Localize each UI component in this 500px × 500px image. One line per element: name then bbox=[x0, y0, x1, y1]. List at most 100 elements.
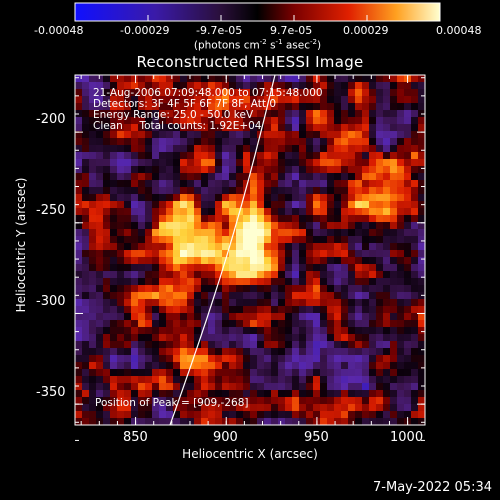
heatmap-pixel bbox=[201, 369, 209, 377]
heatmap-pixel bbox=[411, 334, 419, 342]
heatmap-pixel bbox=[222, 383, 230, 391]
heatmap-pixel bbox=[264, 278, 272, 286]
heatmap-pixel bbox=[327, 369, 335, 377]
heatmap-pixel bbox=[299, 124, 307, 132]
heatmap-pixel bbox=[243, 271, 251, 279]
heatmap-pixel bbox=[264, 292, 272, 300]
heatmap-pixel bbox=[292, 110, 300, 118]
heatmap-pixel bbox=[215, 369, 223, 377]
heatmap-pixel bbox=[376, 159, 384, 167]
heatmap-pixel bbox=[334, 348, 342, 356]
heatmap-pixel bbox=[159, 180, 167, 188]
heatmap-pixel bbox=[313, 313, 321, 321]
heatmap-pixel bbox=[369, 397, 377, 405]
heatmap-pixel bbox=[257, 187, 265, 195]
heatmap-pixel bbox=[215, 383, 223, 391]
heatmap-pixel bbox=[103, 404, 111, 412]
heatmap-pixel bbox=[180, 320, 188, 328]
heatmap-pixel bbox=[299, 306, 307, 314]
heatmap-pixel bbox=[313, 89, 321, 97]
heatmap-pixel bbox=[411, 418, 419, 425]
heatmap-pixel bbox=[250, 320, 258, 328]
heatmap-pixel bbox=[75, 236, 83, 244]
heatmap-pixel bbox=[334, 96, 342, 104]
heatmap-pixel bbox=[145, 334, 153, 342]
heatmap-pixel bbox=[383, 236, 391, 244]
heatmap-pixel bbox=[334, 390, 342, 398]
heatmap-pixel bbox=[96, 278, 104, 286]
heatmap-pixel bbox=[411, 299, 419, 307]
heatmap-pixel bbox=[418, 250, 425, 258]
heatmap-pixel bbox=[327, 159, 335, 167]
heatmap-pixel bbox=[341, 369, 349, 377]
heatmap-pixel bbox=[215, 152, 223, 160]
heatmap-pixel bbox=[397, 145, 405, 153]
heatmap-pixel bbox=[89, 355, 97, 363]
heatmap-pixel bbox=[96, 292, 104, 300]
heatmap-pixel bbox=[250, 145, 258, 153]
heatmap-pixel bbox=[320, 418, 328, 425]
heatmap-pixel bbox=[404, 89, 412, 97]
heatmap-pixel bbox=[327, 110, 335, 118]
heatmap-pixel bbox=[383, 117, 391, 125]
heatmap-pixel bbox=[124, 194, 132, 202]
heatmap-pixel bbox=[152, 194, 160, 202]
heatmap-pixel bbox=[411, 173, 419, 181]
heatmap-pixel bbox=[131, 376, 139, 384]
heatmap-pixel bbox=[117, 173, 125, 181]
heatmap-pixel bbox=[257, 229, 265, 237]
heatmap-pixel bbox=[124, 306, 132, 314]
heatmap-pixel bbox=[404, 145, 412, 153]
heatmap-pixel bbox=[243, 229, 251, 237]
heatmap-pixel bbox=[222, 334, 230, 342]
heatmap-pixel bbox=[117, 75, 125, 83]
heatmap-pixel bbox=[313, 362, 321, 370]
heatmap-pixel bbox=[110, 264, 118, 272]
heatmap-pixel bbox=[299, 152, 307, 160]
heatmap-pixel bbox=[89, 75, 97, 83]
heatmap-pixel bbox=[369, 215, 377, 223]
heatmap-pixel bbox=[215, 124, 223, 132]
heatmap-pixel bbox=[369, 131, 377, 139]
heatmap-pixel bbox=[75, 75, 83, 83]
heatmap-pixel bbox=[306, 327, 314, 335]
heatmap-pixel bbox=[355, 341, 363, 349]
heatmap-pixel bbox=[229, 411, 237, 419]
heatmap-pixel bbox=[201, 201, 209, 209]
heatmap-pixel bbox=[390, 250, 398, 258]
heatmap-pixel bbox=[173, 397, 181, 405]
heatmap-pixel bbox=[96, 306, 104, 314]
heatmap-pixel bbox=[187, 152, 195, 160]
heatmap-pixel bbox=[75, 404, 83, 412]
heatmap-pixel bbox=[166, 292, 174, 300]
heatmap-pixel bbox=[236, 341, 244, 349]
heatmap-pixel bbox=[397, 411, 405, 419]
heatmap-pixel bbox=[341, 376, 349, 384]
heatmap-pixel bbox=[229, 75, 237, 83]
heatmap-pixel bbox=[278, 285, 286, 293]
heatmap-pixel bbox=[306, 334, 314, 342]
heatmap-pixel bbox=[208, 306, 216, 314]
heatmap-pixel bbox=[82, 292, 90, 300]
heatmap-pixel bbox=[418, 229, 425, 237]
heatmap-pixel bbox=[82, 327, 90, 335]
heatmap-pixel bbox=[89, 194, 97, 202]
heatmap-pixel bbox=[145, 299, 153, 307]
heatmap-pixel bbox=[124, 131, 132, 139]
heatmap-pixel bbox=[110, 75, 118, 83]
heatmap-pixel bbox=[285, 250, 293, 258]
heatmap-pixel bbox=[138, 187, 146, 195]
heatmap-pixel bbox=[222, 348, 230, 356]
heatmap-pixel bbox=[152, 166, 160, 174]
heatmap-pixel bbox=[103, 117, 111, 125]
heatmap-pixel bbox=[264, 131, 272, 139]
heatmap-pixel bbox=[285, 264, 293, 272]
heatmap-pixel bbox=[418, 159, 425, 167]
heatmap-pixel bbox=[159, 348, 167, 356]
heatmap-pixel bbox=[96, 355, 104, 363]
heatmap-pixel bbox=[327, 271, 335, 279]
heatmap-pixel bbox=[208, 96, 216, 104]
heatmap-pixel bbox=[180, 180, 188, 188]
heatmap-pixel bbox=[173, 376, 181, 384]
